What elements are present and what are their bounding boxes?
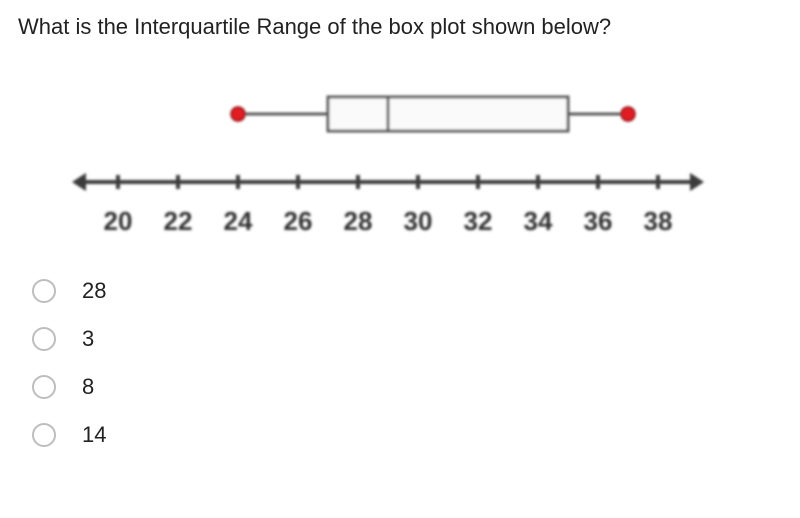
answer-options: 28 3 8 14 [32,278,782,448]
radio-icon[interactable] [32,327,56,351]
option-label: 8 [82,374,94,400]
svg-text:36: 36 [584,206,613,236]
svg-text:34: 34 [524,206,553,236]
svg-text:20: 20 [104,206,133,236]
svg-text:24: 24 [224,206,253,236]
option-row[interactable]: 28 [32,278,782,304]
option-label: 28 [82,278,106,304]
radio-icon[interactable] [32,375,56,399]
svg-text:32: 32 [464,206,493,236]
boxplot-chart: 20 22 24 26 28 30 32 34 36 38 [68,70,708,250]
svg-text:30: 30 [404,206,433,236]
option-row[interactable]: 14 [32,422,782,448]
svg-text:26: 26 [284,206,313,236]
option-label: 14 [82,422,106,448]
radio-icon[interactable] [32,279,56,303]
radio-icon[interactable] [32,423,56,447]
option-label: 3 [82,326,94,352]
svg-text:22: 22 [164,206,193,236]
question-text: What is the Interquartile Range of the b… [18,14,782,40]
svg-text:38: 38 [644,206,673,236]
option-row[interactable]: 8 [32,374,782,400]
svg-text:28: 28 [344,206,373,236]
option-row[interactable]: 3 [32,326,782,352]
